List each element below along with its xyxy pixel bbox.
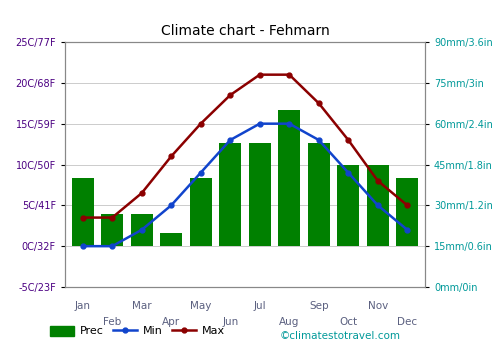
Text: May: May: [190, 301, 212, 311]
Line: Max: Max: [80, 72, 409, 220]
Bar: [72, 178, 94, 246]
Text: Jun: Jun: [222, 317, 238, 327]
Text: ©climatestotravel.com: ©climatestotravel.com: [280, 331, 401, 341]
Bar: [278, 110, 300, 246]
Max: [257, 72, 263, 77]
Bar: [396, 178, 418, 246]
Text: Dec: Dec: [397, 317, 417, 327]
Text: Oct: Oct: [339, 317, 357, 327]
Min: [227, 138, 233, 142]
Max: [109, 216, 115, 220]
Bar: [248, 143, 271, 246]
Min: [80, 244, 86, 248]
Text: Mar: Mar: [132, 301, 152, 311]
Min: [375, 203, 381, 208]
Bar: [308, 143, 330, 246]
Title: Climate chart - Fehmarn: Climate chart - Fehmarn: [160, 24, 330, 38]
Text: Sep: Sep: [309, 301, 328, 311]
Max: [227, 93, 233, 97]
Text: Aug: Aug: [279, 317, 299, 327]
Bar: [337, 164, 359, 246]
Text: Feb: Feb: [103, 317, 122, 327]
Bar: [130, 214, 153, 246]
Min: [109, 244, 115, 248]
Max: [375, 179, 381, 183]
Bar: [366, 164, 389, 246]
Legend: Prec, Min, Max: Prec, Min, Max: [46, 321, 229, 341]
Max: [168, 154, 174, 159]
Max: [80, 216, 86, 220]
Max: [404, 203, 410, 208]
Max: [138, 191, 144, 195]
Min: [257, 121, 263, 126]
Max: [346, 138, 352, 142]
Min: [404, 228, 410, 232]
Text: Jan: Jan: [74, 301, 90, 311]
Min: [138, 228, 144, 232]
Min: [198, 170, 203, 175]
Text: Apr: Apr: [162, 317, 180, 327]
Text: Nov: Nov: [368, 301, 388, 311]
Text: Jul: Jul: [254, 301, 266, 311]
Bar: [160, 232, 182, 246]
Bar: [219, 143, 242, 246]
Bar: [101, 214, 124, 246]
Line: Min: Min: [80, 121, 409, 248]
Min: [316, 138, 322, 142]
Bar: [190, 178, 212, 246]
Min: [168, 203, 174, 208]
Max: [286, 72, 292, 77]
Max: [316, 101, 322, 105]
Max: [198, 121, 203, 126]
Min: [286, 121, 292, 126]
Min: [346, 170, 352, 175]
